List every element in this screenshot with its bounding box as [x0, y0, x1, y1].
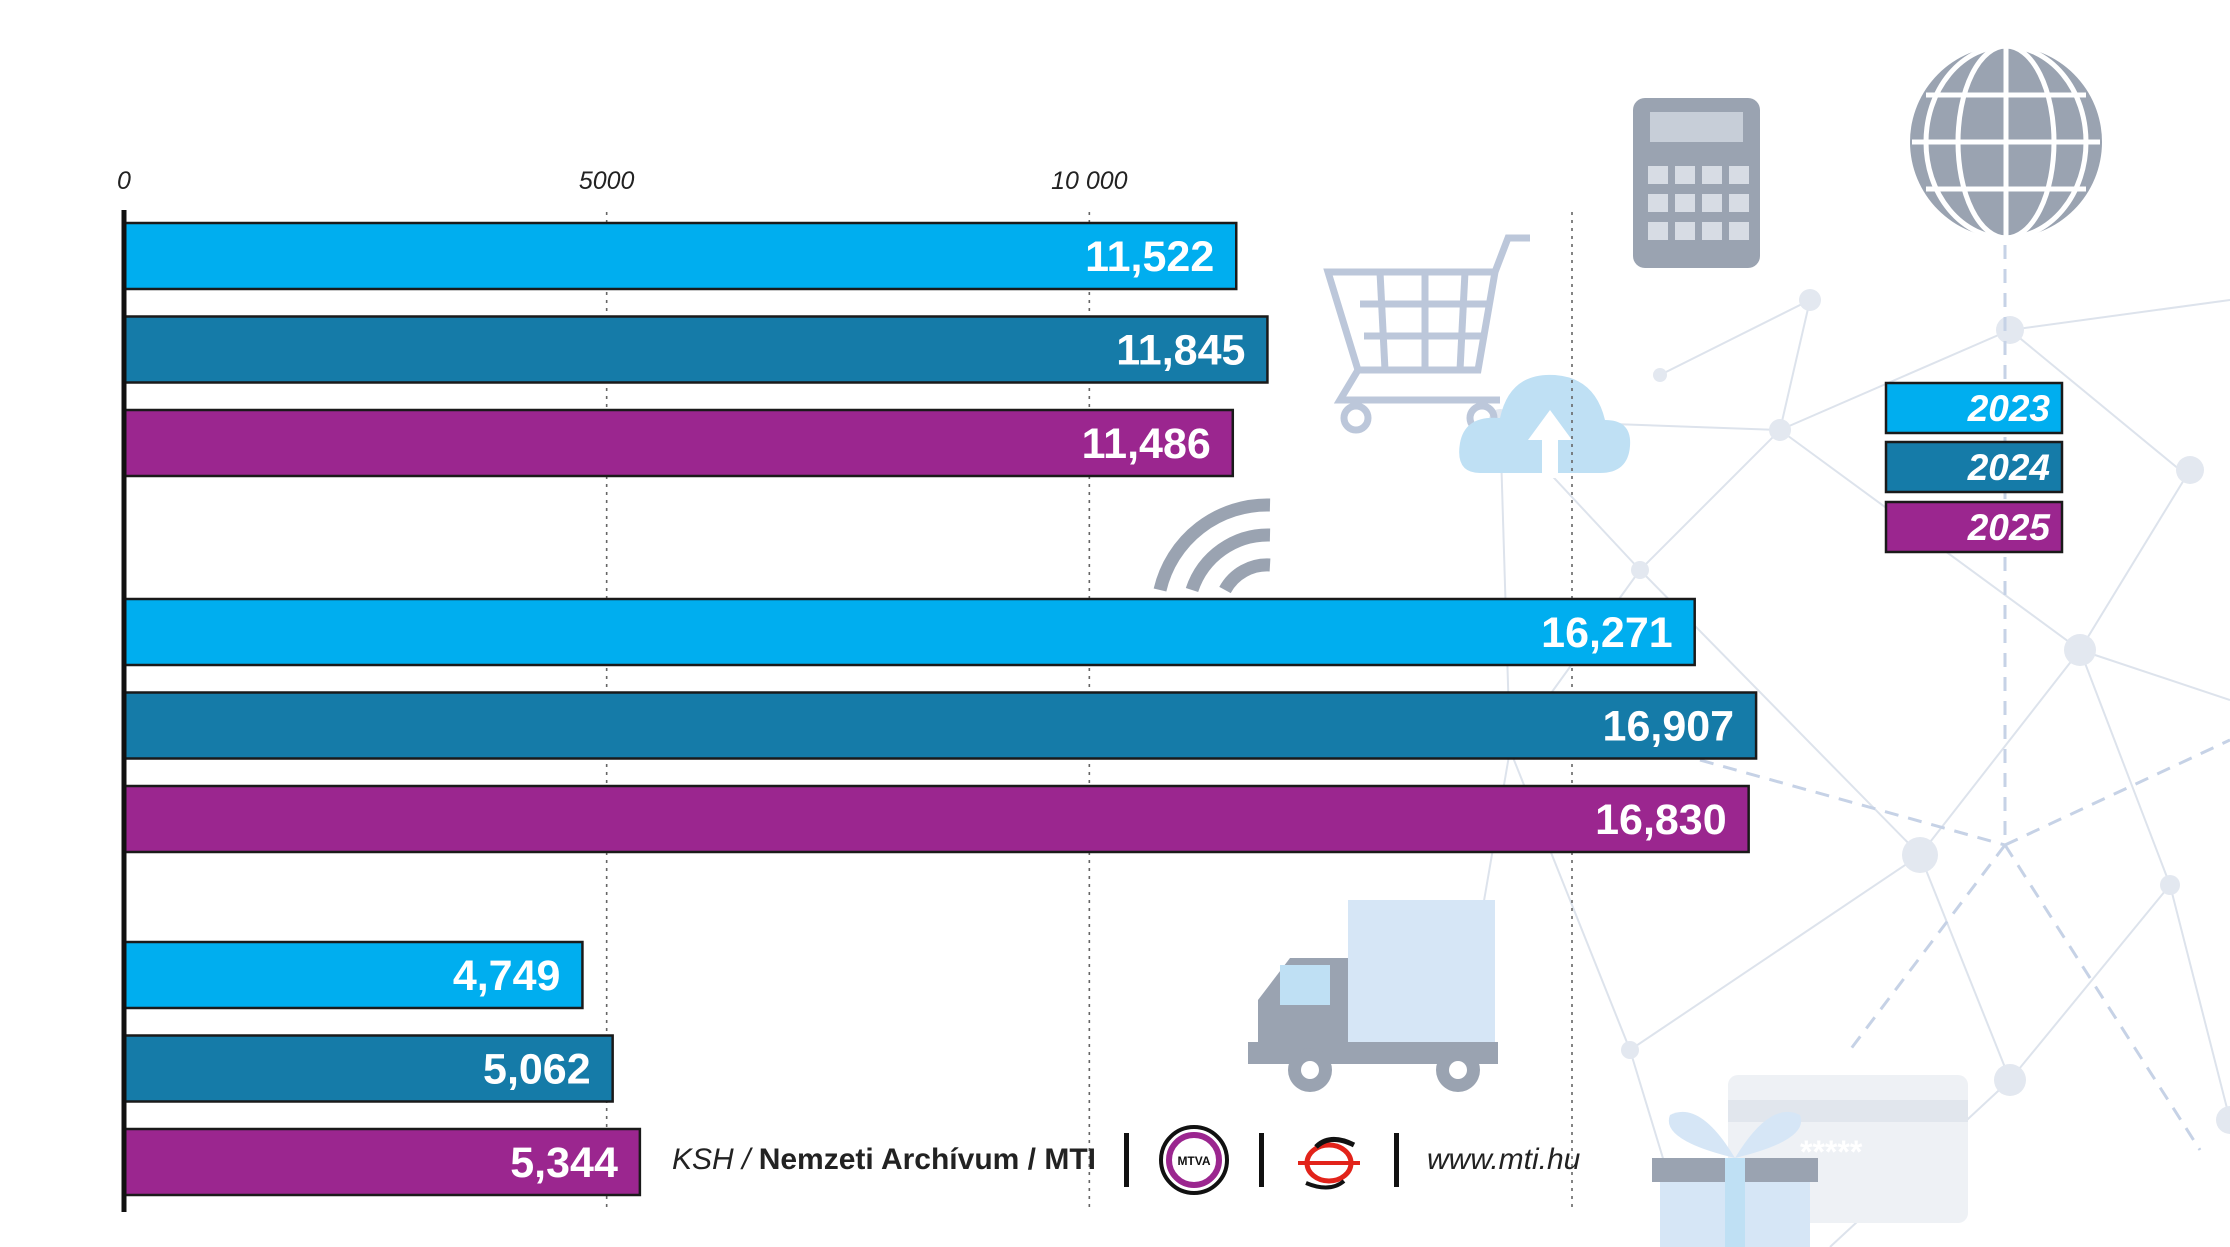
legend-label: 2025	[1967, 507, 2052, 548]
bar-value-label: 11,845	[1116, 327, 1245, 375]
footer: KSH / Nemzeti Archívum / MTI MTVA www.mt…	[672, 1125, 1581, 1195]
footer-divider	[1123, 1133, 1129, 1187]
source-slash: /	[733, 1143, 759, 1176]
bar-value-label: 16,907	[1603, 703, 1735, 751]
bar-value-label: 4,749	[453, 952, 561, 1000]
bar-2023	[122, 221, 1238, 291]
footer-divider	[1393, 1133, 1399, 1187]
bar-value-label: 5,344	[510, 1139, 618, 1187]
wifi-icon	[1153, 498, 1271, 594]
legend-swatch-2025	[1884, 500, 2064, 554]
source-rest: Nemzeti Archívum / MTI	[758, 1143, 1096, 1176]
source-url[interactable]: www.mti.hu	[1426, 1143, 1581, 1176]
bar-2024	[122, 1034, 614, 1103]
legend-label: 2023	[1967, 388, 2051, 429]
bar-value-label: 16,830	[1595, 796, 1727, 844]
gift-box-icon	[1652, 1111, 1818, 1247]
delivery-truck-icon	[1248, 900, 1498, 1092]
source-credit: KSH / Nemzeti Archívum / MTI	[672, 1143, 1096, 1177]
tick-label: 5000	[579, 167, 635, 195]
legend-label: 2024	[1967, 447, 2050, 488]
source-prefix: KSH	[672, 1143, 734, 1176]
mti-logo-icon	[1297, 1137, 1360, 1190]
calculator-icon	[1633, 98, 1760, 268]
bar-value-label: 11,486	[1082, 420, 1211, 468]
mtva-logo-text: MTVA	[1177, 1154, 1210, 1168]
shopping-cart-icon	[1323, 234, 1530, 434]
mtva-logo-icon: MTVA	[1158, 1125, 1229, 1195]
card-mask-text: *****	[1800, 1134, 1863, 1170]
cloud-upload-icon	[1459, 374, 1631, 478]
legend-swatch-2024	[1884, 440, 2064, 494]
bar-value-label: 16,271	[1541, 609, 1673, 657]
bar-2024	[122, 315, 1269, 384]
bar-2023	[122, 597, 1696, 667]
footer-divider	[1258, 1133, 1264, 1187]
tick-label: 0	[117, 167, 131, 195]
bar-2025	[122, 408, 1235, 478]
bar-2024	[122, 691, 1758, 760]
globe-icon	[1910, 43, 2102, 241]
bar-value-label: 11,522	[1085, 233, 1214, 281]
bar-2025	[122, 784, 1750, 854]
tick-label: 10 000	[1051, 167, 1128, 195]
legend-swatch-2023	[1884, 381, 2064, 435]
bar-value-label: 5,062	[483, 1046, 591, 1094]
